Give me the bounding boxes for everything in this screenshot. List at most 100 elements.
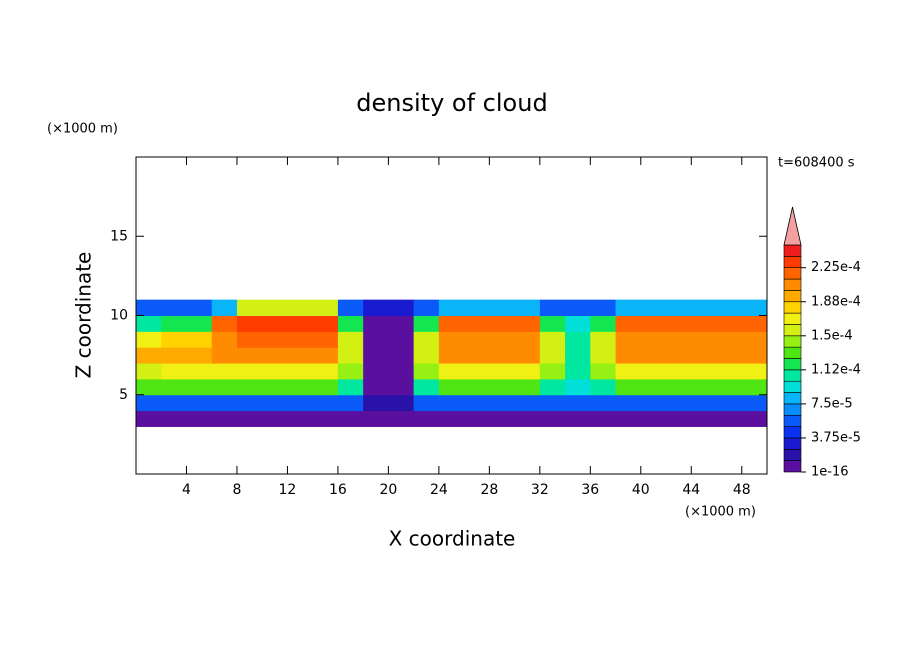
contour-cell: [161, 394, 187, 412]
chart-title: density of cloud: [356, 89, 547, 117]
contour-cell: [262, 394, 288, 412]
contour-cell: [287, 394, 314, 412]
contour-cell: [438, 394, 465, 412]
contour-cell: [565, 363, 591, 380]
contour-cell: [413, 347, 440, 364]
x-axis-label: X coordinate: [389, 527, 516, 551]
contour-cell: [716, 331, 743, 348]
contour-cell: [312, 299, 339, 316]
contour-cell: [363, 410, 389, 427]
contour-cell: [666, 378, 692, 396]
y-tick-label: 10: [110, 308, 128, 324]
colorbar-box: [783, 460, 802, 473]
contour-cell: [565, 394, 591, 412]
colorbar-box: [783, 278, 802, 291]
contour-cell: [262, 299, 288, 316]
contour-cell: [741, 299, 768, 316]
contour-cell: [741, 410, 768, 427]
contour-cell: [262, 315, 288, 332]
contour-cell: [363, 394, 389, 412]
contour-cell: [287, 363, 314, 380]
contour-cell: [691, 394, 718, 412]
contour-cell: [640, 299, 667, 316]
contour-cell: [287, 378, 314, 396]
contour-cell: [136, 331, 162, 348]
contour-cell: [136, 315, 162, 332]
contour-cell: [539, 394, 566, 412]
contour-cell: [287, 410, 314, 427]
contour-cell: [489, 378, 516, 396]
contour-cell: [590, 410, 617, 427]
colorbar-box: [783, 324, 802, 337]
colorbar-box: [783, 403, 802, 416]
x-tick-label: 20: [379, 482, 397, 498]
contour-cell: [287, 347, 314, 364]
contour-cell: [388, 347, 415, 364]
contour-cell: [565, 410, 591, 427]
contour-cell: [489, 394, 516, 412]
contour-cell: [640, 331, 667, 348]
contour-cell: [464, 315, 490, 332]
contour-cell: [186, 363, 213, 380]
x-tick-label: 28: [480, 482, 498, 498]
contour-cell: [388, 331, 415, 348]
contour-cell: [691, 331, 718, 348]
contour-cell: [666, 331, 692, 348]
colorbar-box: [783, 437, 802, 450]
contour-cell: [464, 347, 490, 364]
colorbar-tick-label: 1.12e-4: [811, 362, 861, 377]
contour-cell: [716, 410, 743, 427]
contour-cell: [413, 394, 440, 412]
contour-cell: [741, 315, 768, 332]
contour-cell: [236, 347, 263, 364]
contour-cell: [337, 315, 364, 332]
contour-cell: [438, 347, 465, 364]
colorbar-box: [783, 392, 802, 405]
contour-cell: [666, 363, 692, 380]
x-tick-label: 24: [430, 482, 448, 498]
contour-cell: [464, 378, 490, 396]
colorbar-box: [783, 426, 802, 439]
contour-cell: [590, 331, 617, 348]
colorbar-box: [783, 290, 802, 303]
annotation: t=608400 s: [778, 156, 855, 171]
contour-cell: [590, 378, 617, 396]
colorbar-tick-label: 1e-16: [811, 465, 849, 480]
contour-cell: [565, 347, 591, 364]
contour-cell: [565, 299, 591, 316]
contour-cell: [413, 315, 440, 332]
contour-cell: [716, 394, 743, 412]
contour-cell: [590, 299, 617, 316]
contour-cell: [287, 315, 314, 332]
x-tick-label: 44: [682, 482, 700, 498]
contour-cell: [539, 363, 566, 380]
contour-cell: [615, 331, 642, 348]
contour-cell: [565, 331, 591, 348]
contour-cell: [312, 331, 339, 348]
contour-cell: [514, 394, 541, 412]
contour-cell: [312, 315, 339, 332]
contour-cell: [464, 299, 490, 316]
contour-cell: [312, 347, 339, 364]
contour-cell: [337, 299, 364, 316]
contour-cell: [539, 299, 566, 316]
contour-cell: [691, 410, 718, 427]
contour-cell: [615, 394, 642, 412]
contour-cell: [337, 410, 364, 427]
colorbar-box: [783, 267, 802, 280]
colorbar-box: [783, 448, 802, 461]
contour-cell: [691, 363, 718, 380]
contour-cell: [262, 378, 288, 396]
contour-cell: [236, 378, 263, 396]
contour-cell: [186, 394, 213, 412]
contour-cell: [539, 331, 566, 348]
contour-cell: [666, 394, 692, 412]
contour-cell: [262, 347, 288, 364]
contour-cell: [262, 363, 288, 380]
contour-cell: [615, 299, 642, 316]
contour-cell: [211, 410, 238, 427]
contour-cell: [161, 363, 187, 380]
contour-cell: [514, 378, 541, 396]
contour-cell: [691, 347, 718, 364]
x-tick-label: 8: [232, 482, 241, 498]
